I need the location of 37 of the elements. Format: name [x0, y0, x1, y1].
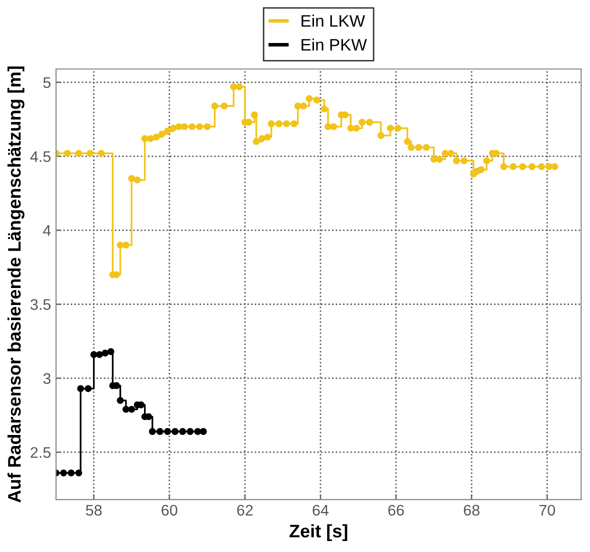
point [156, 428, 164, 435]
point [128, 406, 136, 413]
y-tick-label: 4 [43, 225, 51, 236]
x-tick-label: 66 [388, 504, 404, 516]
point [122, 406, 130, 413]
point [107, 348, 114, 356]
point [90, 351, 98, 358]
x-tick-label: 60 [162, 504, 178, 516]
point [148, 428, 156, 435]
point [68, 469, 75, 476]
point [194, 428, 202, 435]
y-tick-label: 4.5 [30, 151, 51, 162]
point [84, 385, 92, 392]
point [96, 351, 103, 358]
x-axis-title: Zeit [s] [290, 524, 348, 542]
y-tick-label: 5 [43, 77, 51, 88]
point [179, 428, 186, 435]
point [172, 428, 179, 435]
point [116, 396, 124, 404]
x-tick-label: 58 [86, 504, 102, 516]
x-tick-label: 70 [539, 504, 556, 516]
point [186, 428, 194, 435]
point [60, 469, 68, 476]
x-tick-label: 68 [464, 504, 480, 516]
legend-label: Ein PKW [302, 38, 367, 51]
x-tick-label: 62 [237, 504, 253, 516]
point [75, 469, 82, 476]
y-tick-label: 3.5 [30, 299, 51, 310]
point [77, 385, 84, 392]
x-tick-label: 64 [312, 504, 329, 516]
point [102, 350, 109, 357]
legend-label: Ein LKW [302, 14, 366, 27]
y-tick-label: 2.5 [30, 447, 51, 458]
y-axis-title: Auf Radarsensor basierende Längenschätzung [m] [7, 66, 24, 503]
y-tick-label: 3 [43, 373, 51, 384]
point [200, 428, 207, 435]
point [164, 428, 171, 435]
